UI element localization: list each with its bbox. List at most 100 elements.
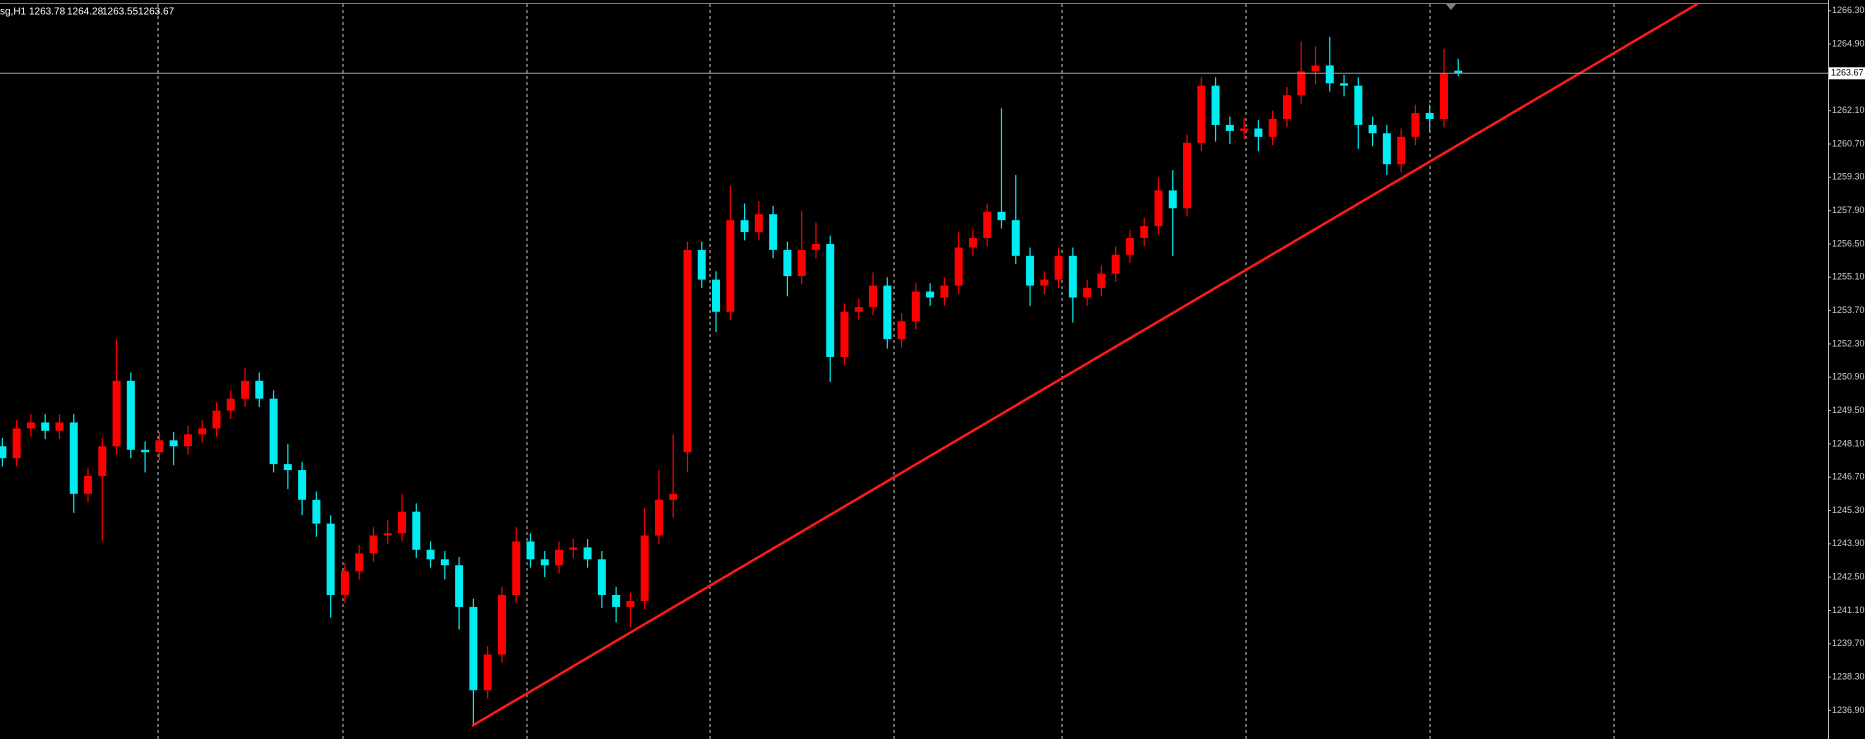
candle — [1125, 229, 1134, 263]
candle — [997, 108, 1006, 229]
y-tick-label: 1257.90 — [1832, 205, 1865, 215]
candle — [1397, 128, 1406, 173]
candle-body — [1282, 95, 1291, 120]
candle — [1340, 74, 1349, 97]
candle — [640, 508, 649, 610]
candle — [69, 414, 78, 513]
candle-body — [383, 533, 392, 536]
candle-body — [1425, 113, 1434, 120]
candle-body — [483, 654, 492, 691]
candle-body — [1140, 226, 1149, 239]
candle — [369, 527, 378, 562]
y-tick-label: 1262.10 — [1832, 105, 1865, 115]
candle — [1240, 117, 1249, 140]
candle — [612, 586, 621, 623]
candle-body — [669, 493, 678, 500]
candle — [726, 185, 735, 321]
candle — [1268, 110, 1277, 146]
candle-body — [569, 547, 578, 550]
candle — [355, 545, 364, 580]
candle-body — [712, 279, 721, 312]
y-tick-label: 1264.90 — [1832, 38, 1865, 48]
y-tick-label: 1245.30 — [1832, 505, 1865, 515]
candle — [797, 210, 806, 285]
candle-body — [1011, 220, 1020, 256]
candle-body — [326, 523, 335, 596]
candle-body — [1111, 254, 1120, 274]
candle-body — [1325, 65, 1334, 84]
candle-body — [440, 559, 449, 566]
candle — [169, 431, 178, 466]
candle-body — [1097, 273, 1106, 288]
candle — [326, 515, 335, 618]
candle — [1097, 265, 1106, 297]
low-label: 1263.55 — [102, 7, 139, 18]
candle-body — [1268, 119, 1277, 137]
candle-body — [512, 541, 521, 596]
trendline — [471, 2, 1699, 727]
candle — [398, 493, 407, 542]
shift-marker — [1446, 4, 1456, 10]
candle-body — [1026, 255, 1035, 286]
candle-body — [1183, 142, 1192, 209]
y-tick-label: 1249.50 — [1832, 405, 1865, 415]
symbol-label: sg,H1 — [0, 7, 27, 18]
candle-body — [0, 446, 7, 459]
candle — [1140, 217, 1149, 247]
candle — [840, 303, 849, 366]
candle — [12, 420, 21, 467]
candle — [41, 414, 50, 440]
candle-body — [1439, 73, 1448, 120]
candle-body — [355, 553, 364, 572]
candle-body — [98, 446, 107, 477]
candle — [183, 426, 192, 455]
candle — [1197, 77, 1206, 152]
candle-body — [312, 499, 321, 524]
candle — [1111, 246, 1120, 283]
candle-body — [797, 249, 806, 277]
candle — [697, 241, 706, 288]
candle-body — [526, 541, 535, 560]
candle-body — [340, 571, 349, 596]
candle-body — [1225, 124, 1234, 131]
candle — [198, 420, 207, 443]
y-tick-label: 1250.90 — [1832, 372, 1865, 382]
candle — [940, 277, 949, 306]
candle — [597, 550, 606, 609]
candle-body — [983, 211, 992, 239]
candle — [84, 467, 93, 503]
candle-body — [269, 398, 278, 465]
candle — [298, 461, 307, 516]
candle — [1425, 104, 1434, 133]
candle — [440, 550, 449, 580]
candle — [968, 229, 977, 256]
header: sg,H1 1263.78 1264.28 1263.55 1263.67 — [0, 7, 175, 18]
candle-body — [283, 464, 292, 471]
candle-body — [155, 440, 164, 453]
y-tick-label: 1236.90 — [1832, 705, 1865, 715]
candle — [155, 431, 164, 461]
candle — [512, 527, 521, 604]
candle-body — [369, 535, 378, 554]
candle-body — [126, 380, 135, 450]
candle — [654, 470, 663, 544]
candle — [1026, 247, 1035, 306]
candle — [526, 533, 535, 568]
candle — [126, 372, 135, 459]
candle-body — [883, 285, 892, 340]
candle-body — [1397, 136, 1406, 165]
candle — [626, 592, 635, 628]
candle — [583, 539, 592, 568]
candle-body — [1340, 83, 1349, 86]
candle — [1083, 279, 1092, 306]
candle-body — [1197, 85, 1206, 143]
candle-body — [869, 285, 878, 308]
candle — [212, 402, 221, 437]
candle — [312, 491, 321, 537]
candle — [811, 222, 820, 259]
candle — [1211, 77, 1220, 142]
candle-body — [968, 238, 977, 248]
candle-body — [1382, 133, 1391, 165]
candle-body — [726, 220, 735, 312]
candle-body — [597, 559, 606, 596]
